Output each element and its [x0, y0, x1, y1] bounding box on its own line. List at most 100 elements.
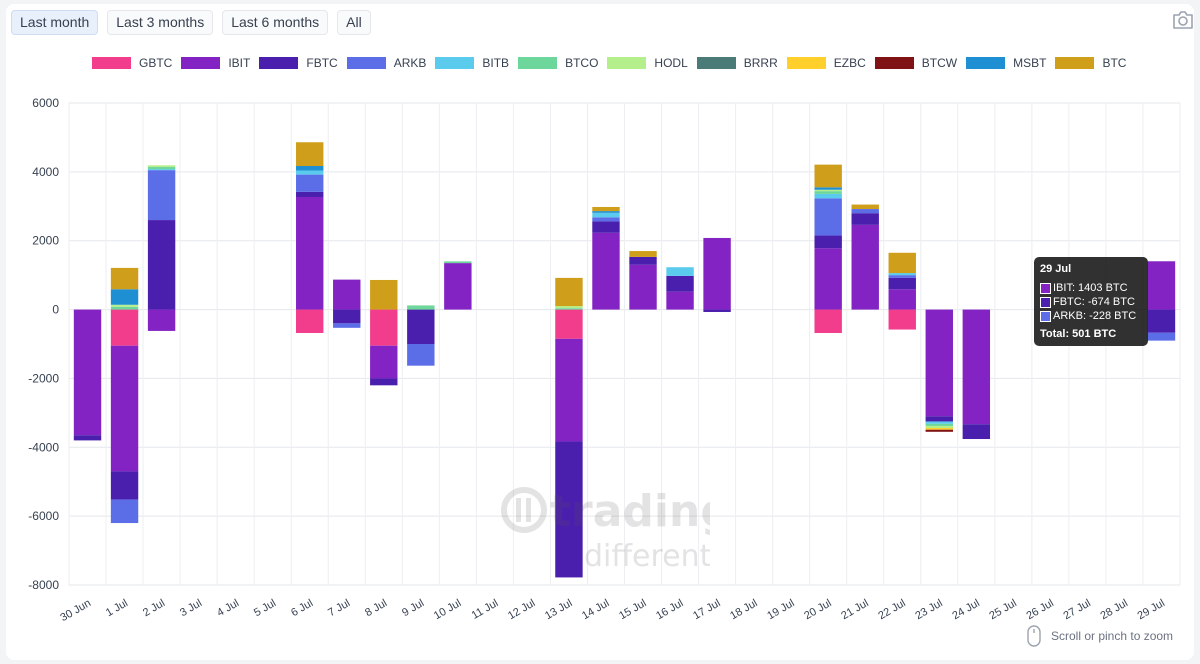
- legend-item-btco[interactable]: BTCO: [518, 56, 598, 70]
- bar-segment-ibit: [555, 338, 583, 442]
- legend-label: FBTC: [306, 56, 338, 70]
- legend-item-gbtc[interactable]: GBTC: [92, 56, 172, 70]
- bar-segment-fbtc: [666, 275, 694, 292]
- bar-segment-btc: [592, 206, 620, 212]
- bar-segment-ibit: [629, 264, 657, 310]
- x-tick-label: 7 Jul: [326, 597, 352, 619]
- legend-label: BTCW: [921, 56, 958, 70]
- legend-swatch: [346, 57, 386, 69]
- bar-segment-btc: [851, 204, 879, 210]
- bar-segment-arkb: [888, 275, 916, 278]
- legend-item-ibit[interactable]: IBIT: [181, 56, 250, 70]
- x-tick-label: 19 Jul: [765, 597, 796, 622]
- legend-label: IBIT: [228, 56, 251, 70]
- y-tick-label: 2000: [32, 234, 59, 248]
- legend-item-btcw[interactable]: BTCW: [874, 56, 958, 70]
- legend-item-bitb[interactable]: BITB: [435, 56, 509, 70]
- legend-item-ezbc[interactable]: EZBC: [786, 56, 866, 70]
- bar-segment-arkb: [851, 209, 879, 214]
- bar-segment-ibit: [592, 232, 620, 310]
- bar-segment-ezbc: [925, 428, 953, 430]
- legend-item-arkb[interactable]: ARKB: [346, 56, 426, 70]
- bar-segment-btco: [814, 191, 842, 194]
- x-tick-label: 15 Jul: [617, 597, 648, 622]
- legend-item-fbtc[interactable]: FBTC: [259, 56, 338, 70]
- x-tick-label: 10 Jul: [432, 597, 463, 622]
- legend-swatch: [259, 57, 299, 69]
- legend-label: BTC: [1102, 56, 1127, 70]
- x-tick-label: 8 Jul: [363, 597, 389, 619]
- x-tick-label: 30 Jun: [58, 597, 93, 624]
- bar-segment-arkb: [147, 170, 176, 221]
- watermark-logo: trading different: [500, 486, 732, 581]
- legend-swatch: [696, 57, 736, 69]
- range-last-3-months-button[interactable]: Last 3 months: [107, 10, 214, 35]
- bar-segment-arkb: [814, 198, 842, 236]
- bar-segment-gbtc: [888, 309, 916, 330]
- bar-segment-msbt: [814, 187, 842, 190]
- x-tick-label: 28 Jul: [1099, 597, 1130, 622]
- chart-legend: GBTC IBIT FBTC ARKB BITB BTCO HODL BRRR EZBC BTCW…: [92, 56, 1135, 70]
- tooltip-swatch: [1040, 296, 1051, 308]
- y-tick-label: -2000: [28, 371, 59, 385]
- legend-item-brrr[interactable]: BRRR: [696, 56, 778, 70]
- bar-segment-ibit: [73, 309, 102, 436]
- bar-segment-ibit: [1147, 261, 1176, 310]
- legend-item-hodl[interactable]: HODL: [607, 56, 688, 70]
- bar-segment-ibit: [814, 248, 842, 310]
- bar-segment-bitb: [925, 421, 953, 424]
- bar-segment-ibit: [851, 224, 879, 310]
- range-last-month-button[interactable]: Last month: [11, 10, 99, 35]
- mouse-icon: [1027, 625, 1041, 647]
- bar-segment-arkb: [333, 323, 361, 328]
- bar-segment-btco: [147, 167, 176, 170]
- bar-segment-btc: [110, 267, 139, 290]
- bar-segment-arkb: [592, 217, 620, 222]
- bar-segment-btcw: [925, 429, 953, 432]
- legend-label: EZBC: [833, 56, 866, 70]
- bar-segment-btco: [925, 423, 953, 426]
- bar-segment-bitb: [592, 212, 620, 218]
- y-tick-label: 4000: [32, 165, 59, 179]
- x-tick-label: 16 Jul: [654, 597, 685, 622]
- x-tick-label: 21 Jul: [839, 597, 870, 622]
- legend-swatch: [607, 57, 647, 69]
- legend-swatch: [518, 57, 558, 69]
- legend-swatch: [181, 57, 221, 69]
- camera-icon[interactable]: [1172, 10, 1194, 30]
- bar-segment-msbt: [592, 211, 620, 213]
- range-last-6-months-button[interactable]: Last 6 months: [222, 10, 329, 35]
- bar-segment-fbtc: [370, 378, 398, 386]
- bar-segment-fbtc: [73, 435, 102, 441]
- bar-segment-ibit: [147, 309, 176, 331]
- x-tick-label: 1 Jul: [104, 597, 130, 619]
- bar-segment-fbtc: [962, 424, 991, 440]
- x-tick-label: 2 Jul: [141, 597, 167, 619]
- bar-segment-hodl: [110, 304, 139, 307]
- watermark-line2: different: [584, 539, 710, 574]
- bar-segment-ibit: [296, 196, 324, 310]
- bar-segment-gbtc: [296, 309, 324, 333]
- y-tick-label: -8000: [28, 578, 59, 592]
- y-tick-label: -6000: [28, 509, 59, 523]
- legend-swatch: [1055, 57, 1095, 69]
- bar-segment-fbtc: [888, 277, 916, 290]
- zoom-hint-text: Scroll or pinch to zoom: [1051, 629, 1174, 643]
- bar-segment-bitb: [666, 267, 694, 276]
- y-tick-label: 6000: [32, 96, 59, 110]
- legend-swatch: [92, 57, 131, 69]
- bar-segment-btco: [110, 306, 139, 310]
- bar-segment-hodl: [147, 165, 176, 168]
- x-tick-label: 4 Jul: [215, 597, 241, 619]
- range-all-button[interactable]: All: [337, 10, 371, 35]
- bar-segment-gbtc: [110, 309, 139, 346]
- bar-segment-fbtc: [110, 471, 139, 500]
- legend-item-msbt[interactable]: MSBT: [966, 56, 1046, 70]
- bar-segment-ibit: [110, 345, 139, 472]
- bar-segment-ibit: [703, 237, 731, 310]
- x-tick-label: 25 Jul: [987, 597, 1018, 622]
- bar-segment-btc: [370, 279, 398, 310]
- bar-segment-arkb: [296, 174, 324, 192]
- legend-item-btc[interactable]: BTC: [1055, 56, 1126, 70]
